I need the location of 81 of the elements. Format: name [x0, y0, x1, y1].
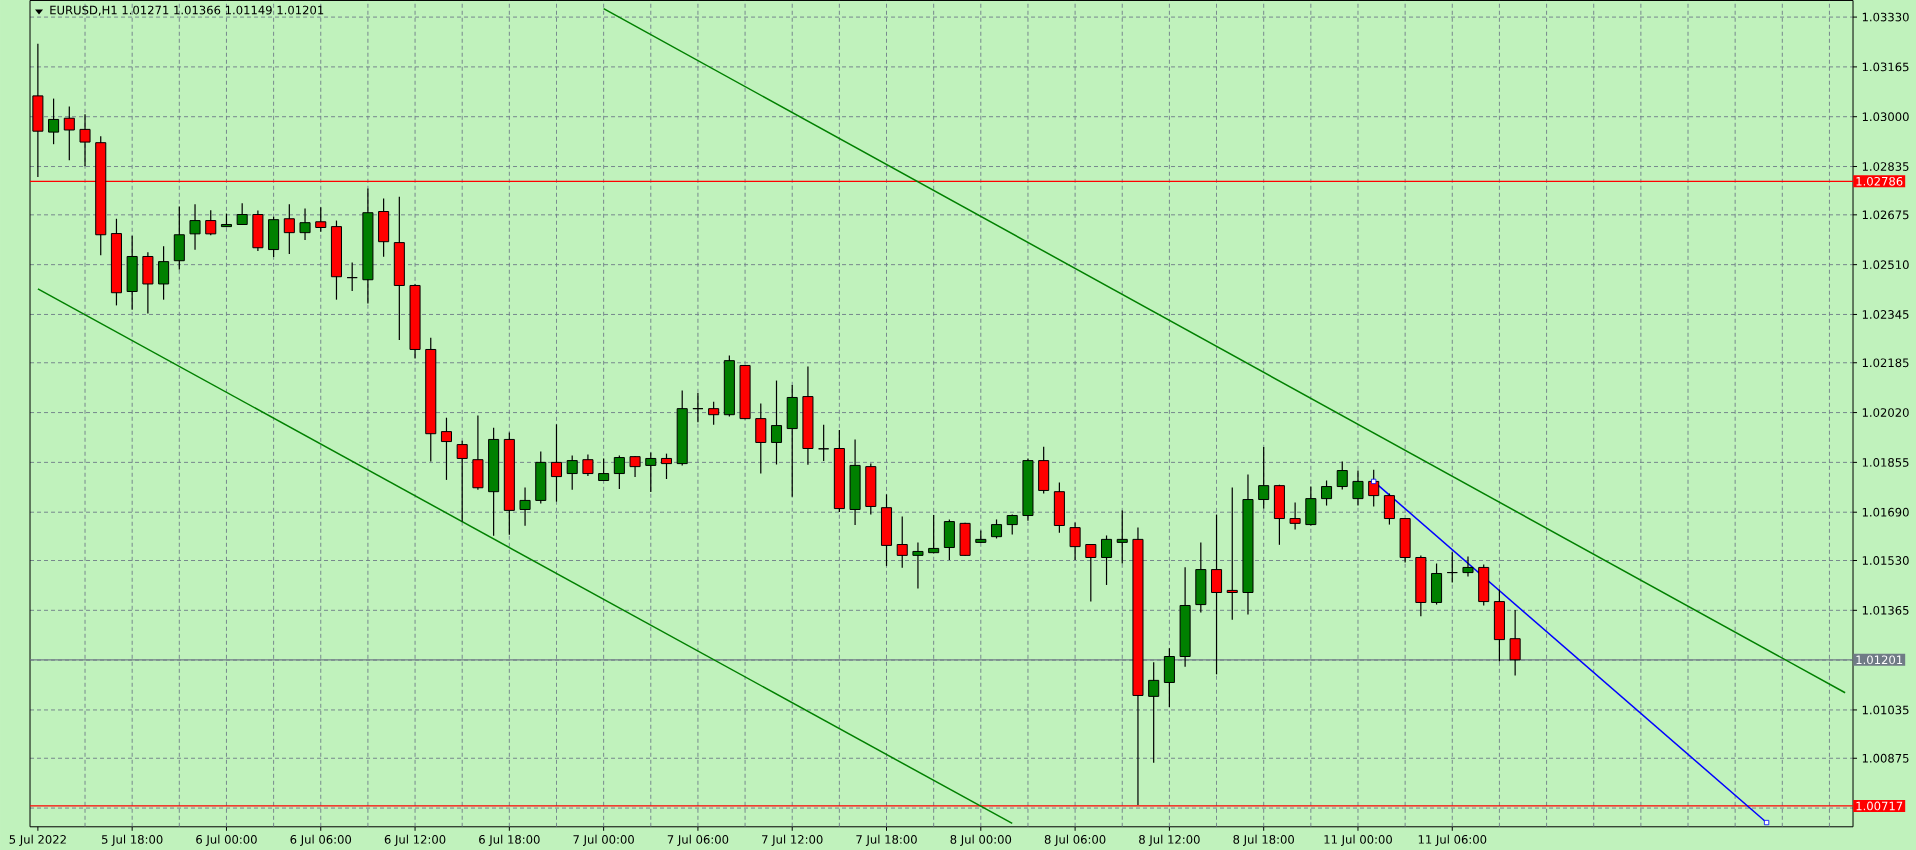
candlestick: [1069, 521, 1081, 561]
candlestick: [1085, 543, 1097, 603]
x-tick-label: 6 Jul 00:00: [196, 834, 257, 846]
candlestick: [1336, 460, 1348, 491]
chart-title: EURUSD,H1 1.01271 1.01366 1.01149 1.01201: [50, 5, 324, 16]
y-tick-label: 1.01365: [1862, 605, 1909, 615]
candlestick: [1258, 446, 1270, 510]
candlestick: [1462, 555, 1474, 578]
x-tick-label: 6 Jul 12:00: [384, 834, 446, 846]
x-tick-label: 6 Jul 06:00: [290, 834, 352, 846]
candlestick: [613, 454, 625, 490]
x-tick-label: 7 Jul 06:00: [667, 834, 729, 846]
y-tick-label: 1.01855: [1862, 458, 1909, 467]
candlestick: [708, 401, 720, 426]
candlestick: [1116, 509, 1128, 565]
y-tick-label: 1.02020: [1862, 408, 1909, 417]
candlestick: [1509, 609, 1521, 677]
candlestick: [1148, 661, 1160, 764]
candlestick: [346, 261, 358, 292]
y-tick-label: 1.01530: [1862, 556, 1909, 565]
ref-line-label: 1.02786: [1856, 176, 1903, 186]
candlestick: [912, 541, 924, 590]
y-tick-label: 1.02185: [1862, 358, 1909, 368]
candlestick: [550, 423, 563, 503]
x-tick-label: 11 Jul 06:00: [1418, 834, 1487, 846]
candlestick: [1289, 501, 1301, 531]
y-tick-label: 1.01690: [1862, 507, 1909, 517]
candlestick: [629, 455, 641, 478]
x-tick-label: 8 Jul 06:00: [1044, 834, 1106, 846]
y-tick-label: 1.02345: [1862, 310, 1909, 319]
candlestick: [1101, 534, 1113, 586]
x-tick-label: 5 Jul 2022: [9, 834, 66, 846]
candlestick: [1321, 479, 1333, 507]
y-tick-label: 1.02510: [1862, 260, 1909, 270]
candlestick: [990, 518, 1003, 540]
candlestick: [1226, 486, 1238, 621]
y-tick-label: 1.03165: [1862, 62, 1909, 72]
candlestick: [158, 245, 170, 301]
x-tick-label: 6 Jul 18:00: [479, 834, 540, 846]
ref-line-label: 1.00717: [1856, 801, 1903, 811]
candlestick: [189, 203, 201, 251]
x-tick-label: 8 Jul 12:00: [1139, 834, 1200, 846]
candlestick: [299, 207, 311, 241]
candlestick: [660, 453, 673, 480]
x-tick-label: 5 Jul 18:00: [101, 834, 163, 846]
candlestick: [456, 440, 468, 523]
y-tick-label: 1.00875: [1862, 753, 1909, 763]
candlestick: [1446, 551, 1458, 584]
y-tick-label: 1.02835: [1862, 162, 1909, 171]
x-tick-label: 11 Jul 00:00: [1324, 834, 1392, 846]
x-tick-label: 7 Jul 00:00: [573, 834, 634, 846]
y-tick-label: 1.03000: [1862, 112, 1909, 122]
candlestick: [692, 392, 704, 423]
candlestick: [283, 203, 295, 255]
candlestick: [896, 515, 908, 569]
candlestick: [1383, 492, 1395, 526]
candlestick: [48, 98, 60, 145]
y-tick-label: 1.01035: [1862, 705, 1909, 715]
candlestick: [1352, 469, 1364, 507]
x-tick-label: 7 Jul 12:00: [762, 834, 823, 846]
candlestick: [818, 424, 830, 462]
candlestick: [315, 206, 327, 233]
candlestick: [928, 514, 940, 554]
candlestick: [582, 453, 594, 477]
y-tick-label: 1.03330: [1862, 12, 1909, 22]
x-tick-label: 8 Jul 18:00: [1233, 834, 1294, 846]
candlestick: [755, 402, 767, 475]
candlestick: [205, 209, 217, 236]
candlestick: [645, 451, 657, 493]
candlestick: [566, 454, 578, 491]
candlestick: [598, 457, 610, 482]
x-tick-label: 7 Jul 18:00: [856, 834, 917, 846]
candlestick: [519, 486, 531, 527]
x-tick-label: 8 Jul 00:00: [950, 834, 1012, 846]
candlestick: [79, 113, 91, 167]
candlestick: [440, 417, 453, 481]
y-tick-label: 1.02675: [1862, 210, 1909, 220]
candlestick: [63, 105, 75, 161]
candlestick: [770, 379, 783, 466]
candlestick: [1211, 514, 1223, 675]
ref-line-label: 1.01201: [1856, 655, 1903, 665]
